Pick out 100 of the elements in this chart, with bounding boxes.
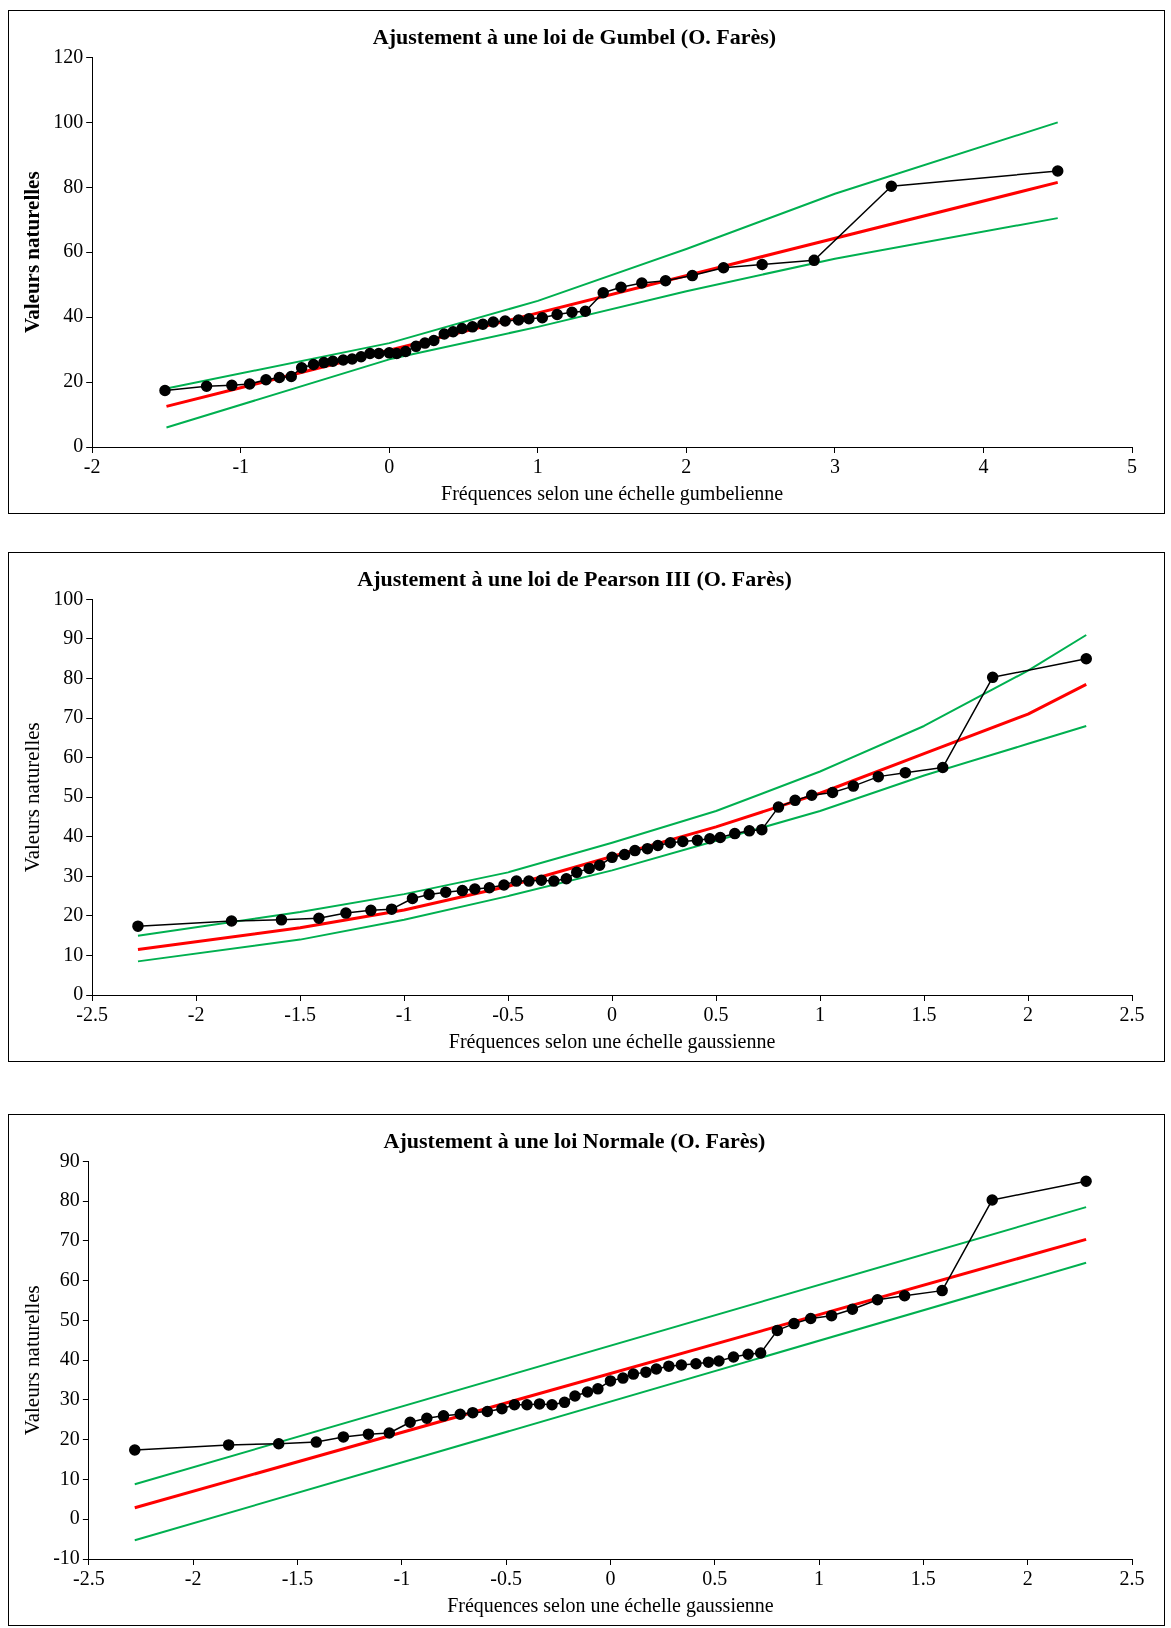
point [362, 1428, 375, 1440]
point [521, 1398, 533, 1411]
y-tick-label: 30 [59, 1387, 80, 1410]
point [808, 254, 820, 267]
y-tick-label: 90 [59, 1148, 80, 1171]
y-tick-label: 0 [69, 1506, 80, 1529]
point [456, 322, 468, 335]
y-tick-label: 60 [63, 744, 84, 767]
point [469, 883, 481, 895]
point [826, 786, 839, 799]
point [275, 914, 288, 926]
x-tick-label: 1 [532, 455, 543, 478]
point [581, 1386, 594, 1398]
point [285, 370, 297, 383]
y-tick-label: 10 [59, 1466, 80, 1489]
y-axis-title: Valeurs naturelles [20, 722, 45, 873]
x-tick-label: -2 [83, 455, 101, 478]
y-tick-label: 60 [63, 239, 84, 262]
y-tick-label: 90 [63, 626, 84, 649]
point [560, 872, 573, 885]
point [592, 1383, 604, 1395]
x-tick-label: -1.5 [281, 1567, 314, 1590]
y-tick-label: 80 [63, 174, 84, 197]
point [129, 1444, 141, 1456]
point [686, 269, 699, 282]
point [664, 836, 677, 849]
point [466, 1406, 479, 1419]
x-tick-label: 2 [1023, 1003, 1034, 1026]
y-tick-label: 40 [63, 824, 84, 847]
x-tick-label: -1 [395, 1003, 413, 1026]
point [536, 312, 549, 324]
point [690, 1358, 702, 1370]
point [481, 1405, 494, 1418]
x-tick-label: -2 [187, 1003, 205, 1026]
point [772, 801, 785, 813]
point [663, 1360, 675, 1372]
point [1051, 165, 1064, 177]
x-tick-label: -1 [232, 455, 250, 478]
point [579, 305, 592, 318]
point [872, 770, 885, 783]
point [466, 321, 479, 333]
point [385, 903, 398, 915]
x-axis-title: Fréquences selon une échelle gaussienne [448, 1030, 776, 1054]
y-tick-label: 50 [59, 1307, 80, 1330]
point [898, 1290, 911, 1302]
point [788, 1317, 800, 1330]
point [641, 842, 654, 855]
y-tick-label: 100 [53, 109, 84, 132]
point [742, 1348, 754, 1360]
point [627, 1368, 640, 1380]
point [383, 1427, 396, 1439]
point [652, 839, 664, 852]
point [456, 884, 469, 897]
y-axis-title: Valeurs naturelles [20, 1285, 45, 1436]
point [272, 1437, 285, 1450]
point [727, 1351, 740, 1363]
point [659, 275, 672, 287]
y-tick-label: 70 [59, 1228, 80, 1251]
point [846, 1303, 859, 1316]
point [618, 848, 631, 861]
x-tick-label: -1 [393, 1567, 411, 1590]
point [675, 1359, 688, 1371]
point [804, 1312, 817, 1325]
point [512, 314, 525, 326]
x-tick-label: 4 [978, 455, 989, 478]
y-tick-label: 70 [63, 705, 84, 728]
x-tick-label: 0 [607, 1003, 618, 1026]
point [508, 1398, 521, 1411]
point [825, 1309, 838, 1322]
point [593, 859, 606, 871]
y-tick-label: 20 [59, 1426, 80, 1449]
point [477, 318, 489, 331]
point [743, 825, 756, 837]
point [558, 1396, 571, 1409]
point [483, 882, 496, 894]
y-tick-label: 30 [63, 863, 84, 886]
point [597, 287, 609, 299]
y-tick-label: 50 [63, 784, 84, 807]
point [295, 362, 308, 374]
point [729, 827, 741, 840]
point [423, 888, 435, 901]
point [704, 832, 716, 845]
y-tick-label: 20 [63, 903, 84, 926]
point [496, 1402, 508, 1415]
x-tick-label: 1 [814, 1567, 825, 1590]
point [487, 316, 500, 328]
x-axis-title: Fréquences selon une échelle gumbelienne [441, 482, 784, 506]
point [365, 904, 377, 917]
chart-title: Ajustement à une loi de Pearson III (O. Farès) [357, 565, 792, 591]
point [551, 308, 563, 321]
point [986, 671, 999, 684]
point [805, 789, 818, 801]
x-tick-label: 1.5 [911, 1003, 937, 1026]
point [428, 334, 440, 347]
y-tick-label: 10 [63, 942, 84, 965]
x-tick-label: 0 [605, 1567, 616, 1590]
y-tick-label: 40 [63, 304, 84, 327]
point [885, 180, 898, 193]
x-tick-label: 1 [815, 1003, 826, 1026]
point [629, 844, 641, 857]
